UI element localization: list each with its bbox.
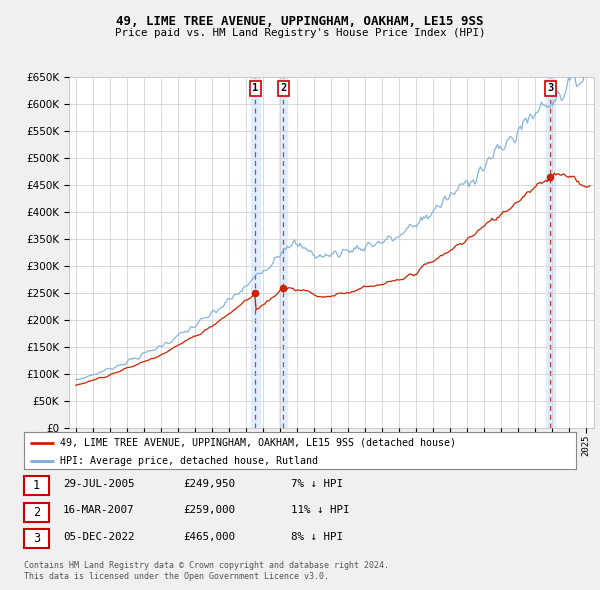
Text: 3: 3 xyxy=(547,83,553,93)
Text: 29-JUL-2005: 29-JUL-2005 xyxy=(63,479,134,489)
Text: 49, LIME TREE AVENUE, UPPINGHAM, OAKHAM, LE15 9SS (detached house): 49, LIME TREE AVENUE, UPPINGHAM, OAKHAM,… xyxy=(60,438,456,448)
Text: £259,000: £259,000 xyxy=(183,506,235,515)
Text: £249,950: £249,950 xyxy=(183,479,235,489)
Text: 2: 2 xyxy=(280,83,286,93)
Bar xyxy=(279,77,287,428)
Bar xyxy=(251,77,260,428)
Text: Price paid vs. HM Land Registry's House Price Index (HPI): Price paid vs. HM Land Registry's House … xyxy=(115,28,485,38)
Text: 2: 2 xyxy=(33,506,40,519)
Text: 7% ↓ HPI: 7% ↓ HPI xyxy=(291,479,343,489)
Text: 1: 1 xyxy=(252,83,259,93)
Text: 3: 3 xyxy=(33,532,40,545)
Text: 05-DEC-2022: 05-DEC-2022 xyxy=(63,532,134,542)
Text: 49, LIME TREE AVENUE, UPPINGHAM, OAKHAM, LE15 9SS: 49, LIME TREE AVENUE, UPPINGHAM, OAKHAM,… xyxy=(116,15,484,28)
Text: HPI: Average price, detached house, Rutland: HPI: Average price, detached house, Rutl… xyxy=(60,456,318,466)
Text: 11% ↓ HPI: 11% ↓ HPI xyxy=(291,506,349,515)
Text: This data is licensed under the Open Government Licence v3.0.: This data is licensed under the Open Gov… xyxy=(24,572,329,581)
Text: Contains HM Land Registry data © Crown copyright and database right 2024.: Contains HM Land Registry data © Crown c… xyxy=(24,560,389,569)
Text: £465,000: £465,000 xyxy=(183,532,235,542)
Text: 8% ↓ HPI: 8% ↓ HPI xyxy=(291,532,343,542)
Bar xyxy=(546,77,554,428)
Text: 1: 1 xyxy=(33,479,40,492)
Text: 16-MAR-2007: 16-MAR-2007 xyxy=(63,506,134,515)
